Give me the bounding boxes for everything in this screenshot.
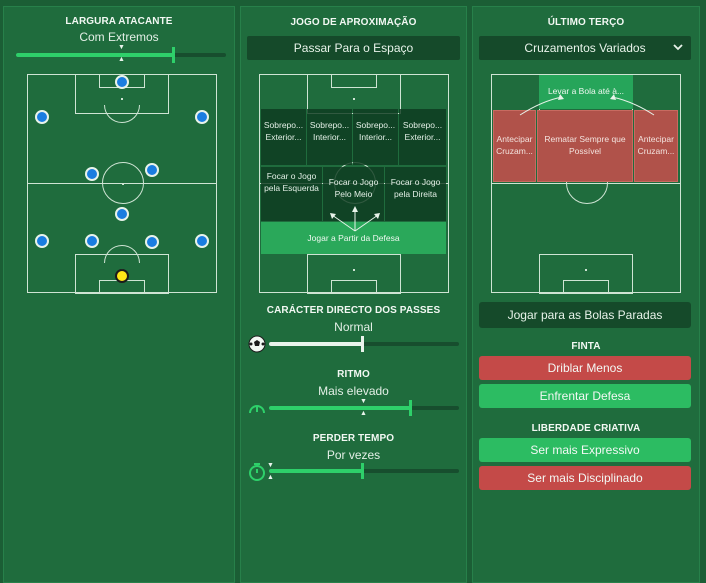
final-third-panel: ÚLTIMO TERÇO Cruzamentos Variados Levar … [472, 6, 700, 583]
time-wasting-value: Por vezes [326, 448, 381, 462]
default-marker-icon: ▼ [267, 462, 274, 469]
player-right-back[interactable] [195, 234, 209, 248]
bottom-goal-box [331, 280, 377, 294]
early-cross-left-zone[interactable]: Antecipar Cruzam... [493, 110, 536, 182]
attacking-width-value: Com Extremos [79, 30, 159, 44]
player-right-centre-back[interactable] [145, 235, 159, 249]
player-defensive-midfielder[interactable] [115, 207, 129, 221]
chevron-down-icon [673, 36, 683, 60]
penalty-spot [585, 269, 587, 271]
set-pieces-button[interactable]: Jogar para as Bolas Paradas [479, 302, 691, 328]
overlap-exterior-right-zone[interactable]: Sobrepo... Exterior... [399, 109, 446, 165]
default-marker-icon: ▼ [118, 44, 125, 51]
more-disciplined-button[interactable]: Ser mais Disciplinado [479, 466, 691, 490]
approach-play-title: JOGO DE APROXIMAÇÃO [290, 17, 417, 28]
attacking-width-title: LARGURA ATACANTE [65, 16, 173, 27]
slider-track [269, 469, 459, 473]
top-goal-box [331, 74, 377, 88]
more-expressive-button[interactable]: Ser mais Expressivo [479, 438, 691, 462]
early-cross-right-zone[interactable]: Antecipar Cruzam... [634, 110, 678, 182]
player-goalkeeper[interactable] [115, 269, 129, 283]
play-from-defense-zone[interactable]: Jogar a Partir da Defesa [261, 222, 446, 254]
slider-handle[interactable] [361, 463, 364, 479]
take-on-defense-button[interactable]: Enfrentar Defesa [479, 384, 691, 408]
default-marker-icon: ▲ [267, 474, 274, 481]
default-marker-icon: ▲ [118, 56, 125, 63]
formation-pitch [27, 74, 217, 294]
focus-middle-zone[interactable]: Focar o Jogo Pelo Meio [323, 167, 384, 221]
slider-fill [269, 406, 411, 410]
final-third-dropdown-label: Cruzamentos Variados [524, 41, 646, 55]
default-marker-icon: ▲ [360, 410, 367, 417]
arrows-icon [519, 94, 655, 116]
arrows-icon [330, 206, 380, 232]
passing-directness-value: Normal [334, 320, 373, 334]
final-third-pitch: Levar a Bola até à... Antecipar Cruzam..… [491, 74, 681, 294]
football-icon [248, 335, 266, 353]
slider-handle[interactable] [361, 336, 364, 352]
shoot-on-sight-zone[interactable]: Rematar Sempre que Possível [537, 110, 633, 182]
slider-fill [269, 469, 363, 473]
player-left-centre-back[interactable] [85, 234, 99, 248]
overlap-exterior-left-zone[interactable]: Sobrepo... Exterior... [261, 109, 306, 165]
speedometer-icon [249, 405, 265, 414]
focus-left-zone[interactable]: Focar o Jogo pela Esquerda [261, 167, 322, 221]
attacking-width-panel: LARGURA ATACANTE Com Extremos ▼ ▲ [3, 6, 235, 583]
final-third-title: ÚLTIMO TERÇO [547, 17, 625, 28]
slider-handle[interactable] [172, 47, 175, 63]
dribbling-title: FINTA [571, 341, 601, 352]
slider-track [269, 342, 459, 346]
penalty-spot [353, 269, 355, 271]
bottom-goal-box [563, 280, 609, 294]
player-striker[interactable] [115, 75, 129, 89]
time-wasting-title: PERDER TEMPO [312, 433, 395, 444]
approach-play-selector[interactable]: Passar Para o Espaço [247, 36, 460, 60]
center-circle [102, 162, 144, 204]
work-ball-into-box-zone[interactable]: Levar a Bola até à... [539, 75, 633, 109]
player-left-winger[interactable] [35, 110, 49, 124]
approach-pitch: Sobrepo... Exterior... Sobrepo... Interi… [259, 74, 449, 294]
slider-fill [16, 53, 174, 57]
stopwatch-icon [249, 463, 265, 481]
slider-handle[interactable] [409, 400, 412, 416]
player-right-winger[interactable] [195, 110, 209, 124]
penalty-spot [353, 98, 355, 100]
player-left-back[interactable] [35, 234, 49, 248]
overlap-interior-right-zone[interactable]: Sobrepo... Interior... [353, 109, 398, 165]
center-spot [122, 183, 124, 185]
dribble-less-button[interactable]: Driblar Menos [479, 356, 691, 380]
bottom-penalty-arc [104, 245, 140, 263]
passing-directness-title: CARÁCTER DIRECTO DOS PASSES [266, 305, 441, 316]
focus-right-zone[interactable]: Focar o Jogo pela Direita [385, 167, 446, 221]
default-marker-icon: ▼ [360, 398, 367, 405]
tempo-value: Mais elevado [318, 384, 389, 398]
creative-freedom-title: LIBERDADE CRIATIVA [531, 423, 641, 434]
top-penalty-arc [104, 105, 140, 123]
penalty-spot [121, 98, 123, 100]
slider-fill [269, 342, 363, 346]
tempo-title: RITMO [337, 369, 370, 380]
player-left-midfielder[interactable] [85, 167, 99, 181]
approach-play-panel: JOGO DE APROXIMAÇÃO Passar Para o Espaço… [240, 6, 467, 583]
overlap-interior-left-zone[interactable]: Sobrepo... Interior... [307, 109, 352, 165]
player-right-midfielder[interactable] [145, 163, 159, 177]
final-third-dropdown[interactable]: Cruzamentos Variados [479, 36, 691, 60]
